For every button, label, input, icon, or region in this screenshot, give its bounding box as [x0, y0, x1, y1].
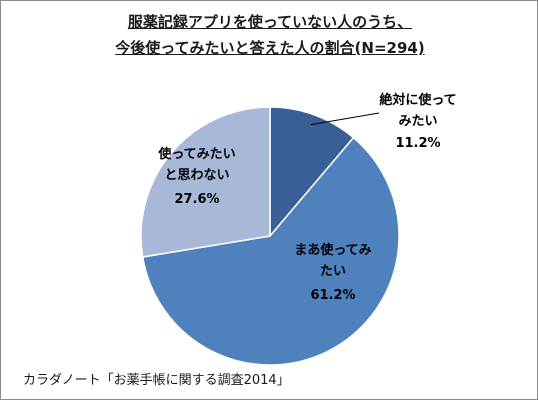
pie-slice-1: [141, 136, 400, 366]
chart-title-line-1: 服薬記録アプリを使っていない人のうち、: [127, 13, 413, 31]
leader-line-slice-0: [310, 112, 380, 126]
pie-slice-0: [269, 106, 355, 239]
slice-0-value-label: 11.2%: [395, 136, 440, 151]
slice-2-value-label: 27.6%: [174, 192, 219, 207]
slice-1-label-line-2: たい: [320, 264, 346, 279]
slice-0-label-line-2: みたい: [398, 114, 437, 129]
slice-1-label-line-1: まあ使ってみ: [294, 242, 371, 258]
pie-slice-2: [140, 106, 271, 258]
source-note: カラダノート「お薬手帳に関する調査2014」: [23, 373, 290, 388]
slice-2-label-line-2: と思わない: [164, 168, 229, 183]
slice-0-label-line-1: 絶対に使って: [378, 92, 456, 108]
slice-2-label-line-1: 使ってみたい: [157, 146, 235, 162]
slice-1-value-label: 61.2%: [310, 288, 355, 303]
chart-title-line-2: 今後使ってみたいと答えた人の割合(N=294): [115, 39, 425, 57]
